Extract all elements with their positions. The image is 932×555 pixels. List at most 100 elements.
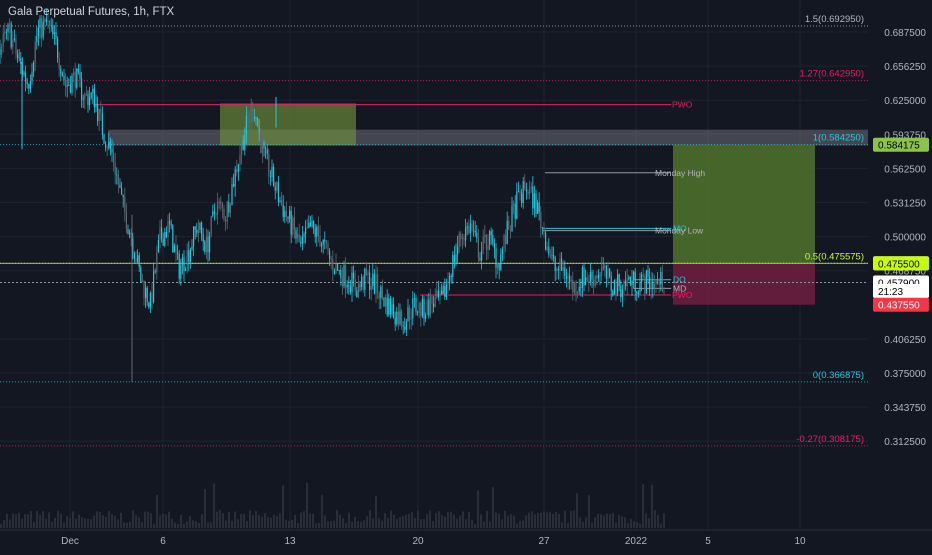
candle-body	[28, 84, 30, 89]
candle-body	[103, 134, 105, 144]
volume-bar	[243, 513, 245, 528]
candle-body	[61, 74, 63, 76]
candle-body	[31, 72, 33, 82]
fib-level-label: -0.27(0.308175)	[796, 434, 864, 445]
candle-body	[453, 255, 455, 263]
candle-body	[423, 298, 425, 319]
candle-body	[626, 279, 628, 287]
time-axis-tick: 5	[705, 536, 711, 547]
candle-body	[404, 326, 406, 330]
price-axis-tick: 0.656250	[884, 62, 926, 73]
volume-bar	[573, 510, 575, 528]
volume-bar	[258, 514, 260, 528]
time-axis-tick: 6	[160, 536, 166, 547]
candle-body	[421, 298, 423, 317]
candle-body	[141, 280, 143, 282]
volume-bar	[87, 518, 89, 528]
volume-bar	[54, 518, 56, 528]
candle-body	[549, 254, 551, 256]
candle-body	[647, 270, 649, 278]
candle-body	[569, 275, 571, 282]
candle-body	[509, 229, 511, 231]
time-axis-tick: Dec	[61, 536, 79, 547]
candle-body	[221, 203, 223, 209]
candle-body	[132, 237, 134, 253]
candle-body	[637, 292, 639, 294]
volume-bar	[279, 513, 281, 528]
candle-body	[580, 287, 582, 288]
volume-bar	[456, 518, 458, 528]
volume-bar	[594, 517, 596, 528]
candle-body	[457, 246, 459, 255]
candle-body	[156, 252, 158, 273]
candle-body	[508, 220, 510, 230]
volume-bar	[630, 519, 632, 528]
volume-bar	[525, 515, 527, 528]
volume-bar	[558, 513, 560, 528]
candle-body	[393, 304, 395, 318]
volume-bar	[168, 511, 170, 528]
price-label-box	[873, 256, 929, 271]
candle-body	[473, 230, 475, 232]
volume-bar	[105, 516, 107, 528]
candle-body	[378, 292, 380, 299]
candle-body	[218, 201, 220, 203]
volume-bar	[195, 521, 197, 528]
candle-body	[289, 210, 291, 219]
candle-body	[63, 75, 65, 80]
candle-body	[557, 268, 559, 271]
candle-body	[428, 299, 430, 316]
volume-bar	[282, 485, 284, 528]
candle-body	[303, 233, 305, 237]
candle-body	[357, 284, 359, 298]
candle-body	[599, 275, 601, 276]
candle-body	[367, 272, 369, 276]
candle-body	[209, 235, 211, 253]
volume-bar	[6, 513, 8, 528]
candle-body	[285, 211, 287, 217]
volume-bar	[450, 511, 452, 528]
candle-body	[77, 68, 79, 72]
volume-bar	[42, 511, 44, 528]
candle-body	[111, 148, 113, 153]
candle-body	[148, 302, 150, 308]
long-position-stop-zone	[673, 263, 815, 305]
volume-bar	[474, 523, 476, 528]
candle-body	[489, 231, 491, 245]
price-axis-tick: 0.375000	[884, 369, 926, 380]
candle-body	[53, 32, 55, 35]
candle-body	[4, 31, 6, 34]
volume-bar	[369, 510, 371, 528]
candle-body	[12, 39, 14, 48]
candle-body	[335, 263, 337, 274]
volume-bar	[597, 513, 599, 528]
candle-body	[377, 274, 379, 293]
candle-body	[252, 107, 254, 119]
candle-body	[585, 277, 587, 286]
candle-body	[591, 272, 593, 280]
price-axis-tick: 0.312500	[884, 437, 926, 448]
candle-body	[660, 271, 662, 285]
candle-body	[645, 270, 647, 294]
candle-body	[201, 222, 203, 235]
candle-body	[322, 240, 324, 244]
candle-body	[596, 275, 598, 279]
volume-bar	[246, 521, 248, 528]
candle-body	[636, 291, 638, 294]
price-axis-background	[870, 0, 932, 550]
candle-body	[244, 135, 246, 151]
candle-body	[167, 220, 169, 238]
volume-bar	[348, 512, 350, 528]
candle-body	[317, 226, 319, 236]
candle-body	[311, 220, 313, 227]
candle-body	[466, 226, 468, 229]
candle-body	[81, 78, 83, 100]
volume-bar	[447, 511, 449, 528]
candle-body	[101, 113, 103, 135]
volume-bar	[363, 520, 365, 528]
annotation-label: DO	[673, 275, 686, 285]
candle-body	[50, 25, 52, 27]
volume-bar	[237, 519, 239, 528]
